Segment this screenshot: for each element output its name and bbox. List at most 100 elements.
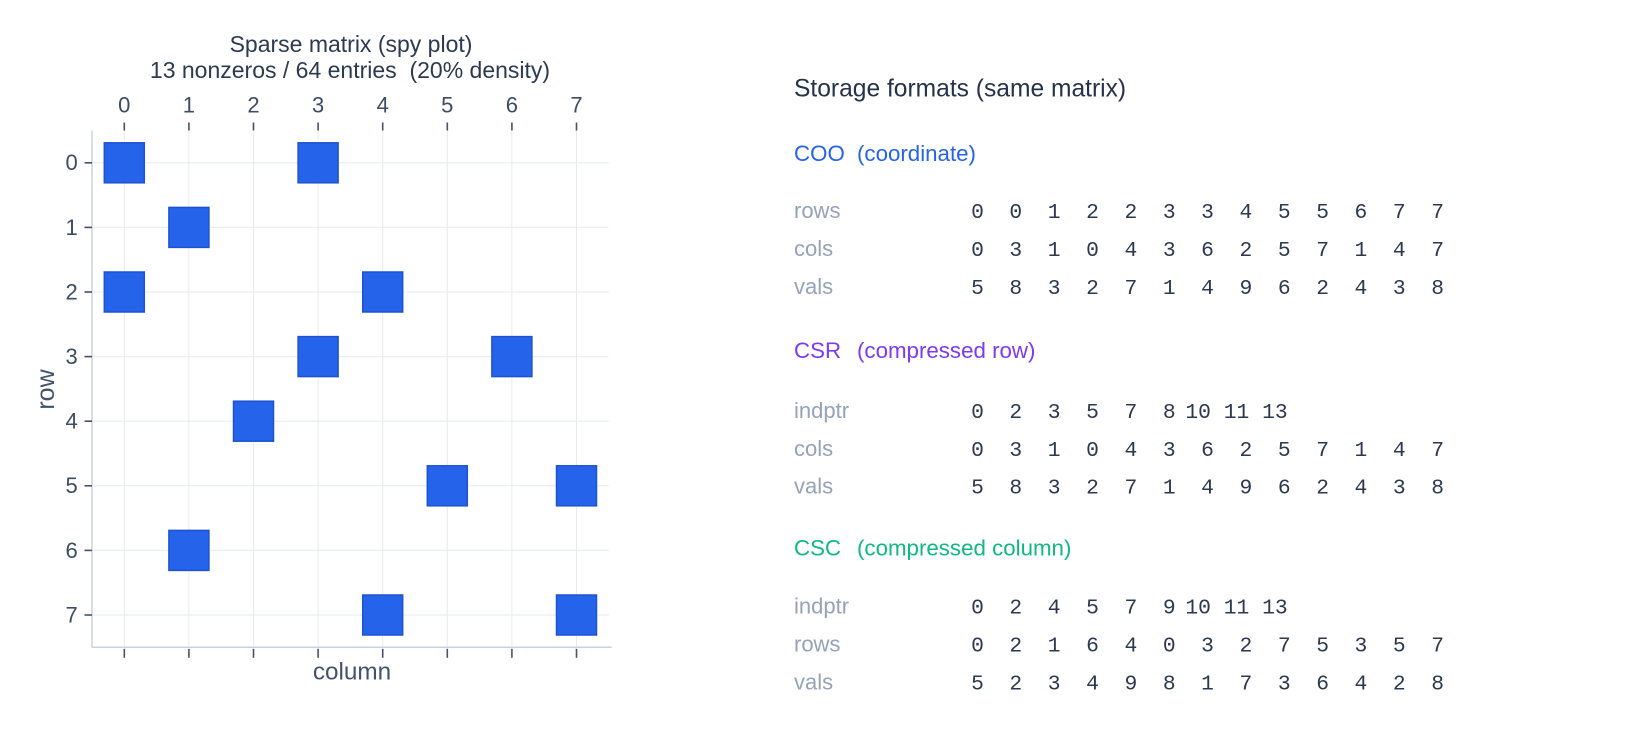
svg-text:1: 1	[1355, 239, 1368, 263]
svg-text:2: 2	[1240, 239, 1253, 263]
svg-text:2: 2	[1009, 672, 1022, 696]
svg-text:Sparse matrix (spy plot): Sparse matrix (spy plot)	[230, 31, 473, 57]
svg-text:5: 5	[1278, 439, 1291, 463]
svg-text:1: 1	[1355, 439, 1368, 463]
svg-text:5: 5	[971, 477, 984, 501]
svg-text:2: 2	[1240, 439, 1253, 463]
svg-text:2: 2	[1009, 401, 1022, 425]
svg-text:6: 6	[1086, 635, 1099, 659]
svg-text:10: 10	[1185, 401, 1211, 425]
svg-text:8: 8	[1009, 477, 1022, 501]
svg-text:(compressed row): (compressed row)	[857, 338, 1035, 363]
svg-text:7: 7	[1431, 239, 1444, 263]
svg-text:7: 7	[1124, 401, 1137, 425]
svg-text:7: 7	[1240, 672, 1253, 696]
svg-text:3: 3	[1163, 439, 1176, 463]
svg-text:5: 5	[1393, 635, 1406, 659]
svg-text:6: 6	[1355, 201, 1368, 225]
svg-text:3: 3	[1009, 439, 1022, 463]
svg-text:5: 5	[1086, 596, 1099, 620]
svg-text:2: 2	[1009, 635, 1022, 659]
svg-text:7: 7	[1124, 596, 1137, 620]
svg-text:6: 6	[1201, 239, 1214, 263]
svg-text:9: 9	[1240, 277, 1253, 301]
svg-text:1: 1	[1163, 477, 1176, 501]
svg-text:0: 0	[971, 635, 984, 659]
svg-text:3: 3	[1048, 401, 1061, 425]
svg-text:5: 5	[1316, 635, 1329, 659]
svg-text:6: 6	[1278, 477, 1291, 501]
svg-text:0: 0	[1086, 239, 1099, 263]
svg-text:0: 0	[1086, 439, 1099, 463]
svg-text:3: 3	[312, 92, 324, 117]
svg-text:4: 4	[1393, 439, 1406, 463]
svg-text:8: 8	[1431, 672, 1444, 696]
svg-text:5: 5	[971, 277, 984, 301]
svg-text:3: 3	[1048, 277, 1061, 301]
svg-text:cols: cols	[794, 436, 833, 461]
svg-text:6: 6	[506, 92, 518, 117]
svg-text:4: 4	[1048, 596, 1061, 620]
svg-text:4: 4	[65, 409, 77, 434]
svg-text:0: 0	[1163, 635, 1176, 659]
svg-text:6: 6	[65, 538, 77, 563]
svg-text:7: 7	[1431, 201, 1444, 225]
svg-text:1: 1	[1048, 439, 1061, 463]
svg-text:5: 5	[1086, 401, 1099, 425]
svg-text:13 nonzeros / 64 entries (20%: 13 nonzeros / 64 entries (20% density)	[150, 57, 550, 83]
svg-text:5: 5	[1278, 201, 1291, 225]
svg-text:2: 2	[247, 92, 259, 117]
svg-text:11: 11	[1224, 401, 1250, 425]
svg-text:7: 7	[1393, 201, 1406, 225]
svg-text:3: 3	[1393, 277, 1406, 301]
svg-text:0: 0	[118, 92, 130, 117]
svg-text:3: 3	[1048, 477, 1061, 501]
svg-text:7: 7	[1124, 477, 1137, 501]
svg-text:1: 1	[65, 215, 77, 240]
svg-text:0: 0	[971, 439, 984, 463]
svg-text:1: 1	[183, 92, 195, 117]
svg-text:vals: vals	[794, 474, 833, 499]
svg-text:7: 7	[570, 92, 582, 117]
svg-text:vals: vals	[794, 274, 833, 299]
svg-text:2: 2	[1124, 201, 1137, 225]
svg-text:6: 6	[1316, 672, 1329, 696]
svg-text:13: 13	[1262, 596, 1288, 620]
svg-text:8: 8	[1431, 277, 1444, 301]
svg-text:6: 6	[1278, 277, 1291, 301]
svg-text:2: 2	[1316, 277, 1329, 301]
svg-text:7: 7	[1124, 277, 1137, 301]
svg-text:3: 3	[1163, 239, 1176, 263]
svg-text:CSC: CSC	[794, 535, 841, 560]
svg-text:3: 3	[65, 344, 77, 369]
svg-text:7: 7	[1431, 635, 1444, 659]
svg-text:2: 2	[1086, 477, 1099, 501]
svg-text:4: 4	[1124, 239, 1137, 263]
svg-text:indptr: indptr	[794, 398, 849, 423]
svg-text:7: 7	[1316, 439, 1329, 463]
svg-text:4: 4	[1355, 477, 1368, 501]
svg-text:Storage formats (same matrix): Storage formats (same matrix)	[794, 75, 1126, 102]
svg-text:COO: COO	[794, 141, 845, 166]
svg-text:7: 7	[65, 602, 77, 627]
svg-text:4: 4	[377, 92, 389, 117]
svg-text:(compressed column): (compressed column)	[857, 535, 1071, 560]
svg-text:8: 8	[1163, 401, 1176, 425]
svg-text:13: 13	[1262, 401, 1288, 425]
svg-text:vals: vals	[794, 669, 833, 694]
svg-text:7: 7	[1278, 635, 1291, 659]
svg-text:8: 8	[1431, 477, 1444, 501]
svg-text:2: 2	[65, 279, 77, 304]
svg-text:0: 0	[65, 150, 77, 175]
svg-text:8: 8	[1163, 672, 1176, 696]
svg-text:2: 2	[1086, 277, 1099, 301]
svg-text:6: 6	[1201, 439, 1214, 463]
svg-text:10: 10	[1185, 596, 1211, 620]
svg-text:5: 5	[1278, 239, 1291, 263]
svg-text:8: 8	[1009, 277, 1022, 301]
svg-text:1: 1	[1048, 635, 1061, 659]
svg-text:2: 2	[1316, 477, 1329, 501]
svg-text:1: 1	[1163, 277, 1176, 301]
svg-text:2: 2	[1240, 635, 1253, 659]
svg-text:column: column	[313, 659, 391, 686]
